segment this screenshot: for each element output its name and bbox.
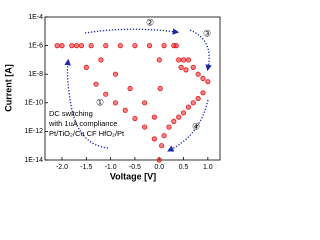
data-point bbox=[151, 114, 157, 120]
data-point bbox=[185, 104, 192, 110]
data-point bbox=[151, 136, 157, 142]
data-point bbox=[157, 85, 163, 92]
data-point bbox=[112, 100, 119, 106]
data-point bbox=[176, 57, 182, 63]
data-point bbox=[117, 42, 123, 49]
data-point bbox=[69, 42, 75, 49]
data-point bbox=[127, 85, 133, 92]
data-point bbox=[161, 42, 167, 49]
data-point bbox=[88, 42, 94, 49]
data-point bbox=[142, 100, 148, 106]
data-point bbox=[122, 107, 128, 113]
data-point bbox=[178, 64, 184, 70]
data-point bbox=[161, 133, 167, 139]
x-tick-label: -1.0 bbox=[105, 164, 117, 171]
arrow bbox=[189, 29, 212, 72]
data-point bbox=[190, 100, 196, 106]
data-point bbox=[180, 57, 187, 63]
x-tick-label: -1.5 bbox=[80, 164, 92, 171]
data-point bbox=[78, 42, 85, 49]
data-point bbox=[166, 124, 172, 130]
data-point bbox=[205, 79, 211, 85]
y-tick-label: 1E-6 bbox=[28, 42, 43, 49]
data-point bbox=[171, 118, 177, 125]
data-point bbox=[132, 42, 138, 49]
data-point bbox=[112, 71, 119, 77]
arrow bbox=[167, 99, 209, 152]
data-point bbox=[142, 124, 148, 130]
data-point bbox=[59, 42, 65, 49]
data-point bbox=[156, 57, 162, 63]
data-point bbox=[173, 42, 179, 49]
annotation: with 1uA compliance bbox=[48, 119, 117, 128]
data-point bbox=[200, 75, 206, 82]
chart: ② ③ ① ④ DC switching with 1uA compliance… bbox=[3, 14, 221, 181]
step-label: ② bbox=[146, 17, 154, 27]
data-point bbox=[103, 42, 109, 49]
data-point bbox=[103, 91, 109, 97]
arrow bbox=[64, 58, 109, 149]
y-tick-label: 1E-12 bbox=[24, 128, 43, 135]
data-point bbox=[176, 114, 182, 120]
data-point bbox=[98, 57, 104, 63]
x-tick-label: -0.5 bbox=[129, 164, 141, 171]
x-axis-title: Voltage [V] bbox=[110, 171, 156, 181]
y-tick-label: 1E-8 bbox=[28, 71, 43, 78]
data-point bbox=[156, 157, 162, 163]
data-point bbox=[73, 42, 80, 49]
annotation: Pt/TiO₂/Cu CF HfO₂/Pt bbox=[49, 129, 125, 138]
y-tick-label: 1E-14 bbox=[24, 157, 43, 164]
x-tick-label: 0.5 bbox=[179, 164, 189, 171]
data-point bbox=[200, 90, 206, 96]
data-point bbox=[195, 95, 201, 102]
annotation: DC switching bbox=[49, 109, 93, 118]
step-label: ① bbox=[96, 97, 104, 107]
data-point bbox=[195, 71, 201, 77]
step-label: ③ bbox=[203, 28, 211, 38]
arrow bbox=[84, 28, 180, 35]
y-tick-label: 1E-4 bbox=[28, 14, 43, 21]
y-tick-label: 1E-10 bbox=[24, 100, 43, 107]
step-label: ④ bbox=[192, 121, 200, 131]
data-point bbox=[159, 143, 165, 149]
data-point bbox=[180, 110, 187, 116]
data-point bbox=[183, 67, 189, 73]
data-point bbox=[54, 42, 60, 49]
plot-frame bbox=[44, 16, 221, 161]
x-tick-label: 0.0 bbox=[154, 164, 164, 171]
data-point bbox=[146, 42, 153, 49]
y-axis-title: Current [A] bbox=[3, 64, 13, 112]
data-point bbox=[93, 81, 99, 87]
x-tick-label: 1.0 bbox=[203, 164, 213, 171]
data-point bbox=[132, 115, 138, 122]
data-point bbox=[190, 64, 196, 70]
data-point bbox=[185, 57, 192, 63]
data-point bbox=[83, 64, 89, 70]
x-tick-label: -2.0 bbox=[56, 164, 68, 171]
